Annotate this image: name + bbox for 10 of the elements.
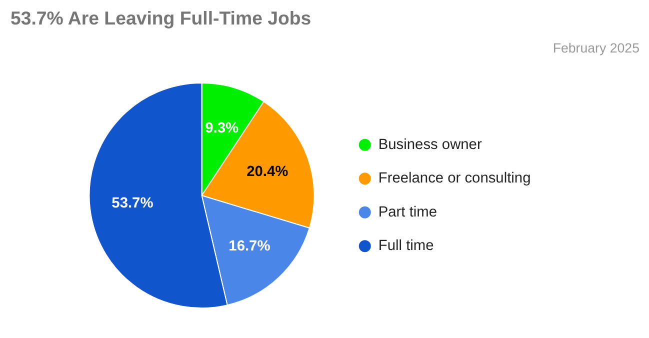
data-label: 53.7% bbox=[112, 195, 154, 212]
legend-label: Part time bbox=[378, 204, 438, 220]
legend-label: Business owner bbox=[378, 136, 482, 153]
data-label: 16.7% bbox=[228, 238, 270, 254]
text: February 2025 bbox=[552, 40, 640, 56]
legend-label: Freelance or consulting bbox=[378, 170, 531, 187]
chart-title: 53.7% Are Leaving Full-Time Jobs bbox=[10, 8, 312, 28]
data-label: 9.3% bbox=[205, 120, 239, 137]
legend-label: Full time bbox=[378, 238, 434, 254]
data-label: 20.4% bbox=[246, 164, 288, 180]
